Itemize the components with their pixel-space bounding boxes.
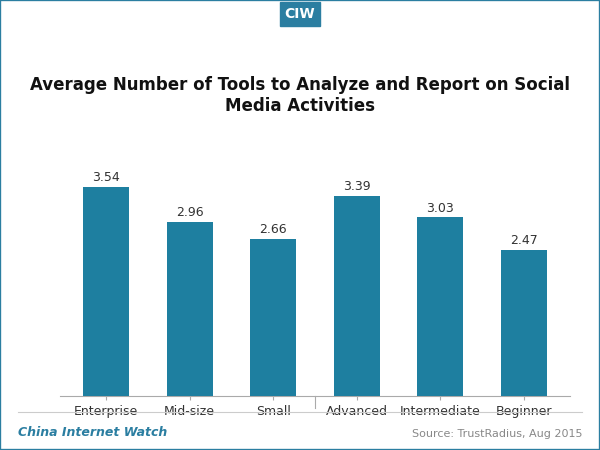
Text: 2.66: 2.66 [259, 223, 287, 236]
Bar [250, 239, 296, 396]
Text: Source: TrustRadius, Aug 2015: Source: TrustRadius, Aug 2015 [412, 429, 582, 439]
Bar [334, 196, 380, 396]
Bar [501, 251, 547, 396]
Text: 3.54: 3.54 [92, 171, 120, 184]
Bar [167, 221, 212, 396]
Text: Average Number of Tools to Analyze and Report on Social
Media Activities: Average Number of Tools to Analyze and R… [30, 76, 570, 115]
Bar [418, 217, 463, 396]
Text: CIW: CIW [284, 7, 316, 21]
Text: 2.96: 2.96 [176, 206, 203, 219]
Bar [83, 187, 129, 396]
Text: 3.39: 3.39 [343, 180, 371, 194]
Text: 3.03: 3.03 [427, 202, 454, 215]
Text: China Internet Watch: China Internet Watch [18, 426, 167, 439]
Text: 2.47: 2.47 [510, 234, 538, 248]
